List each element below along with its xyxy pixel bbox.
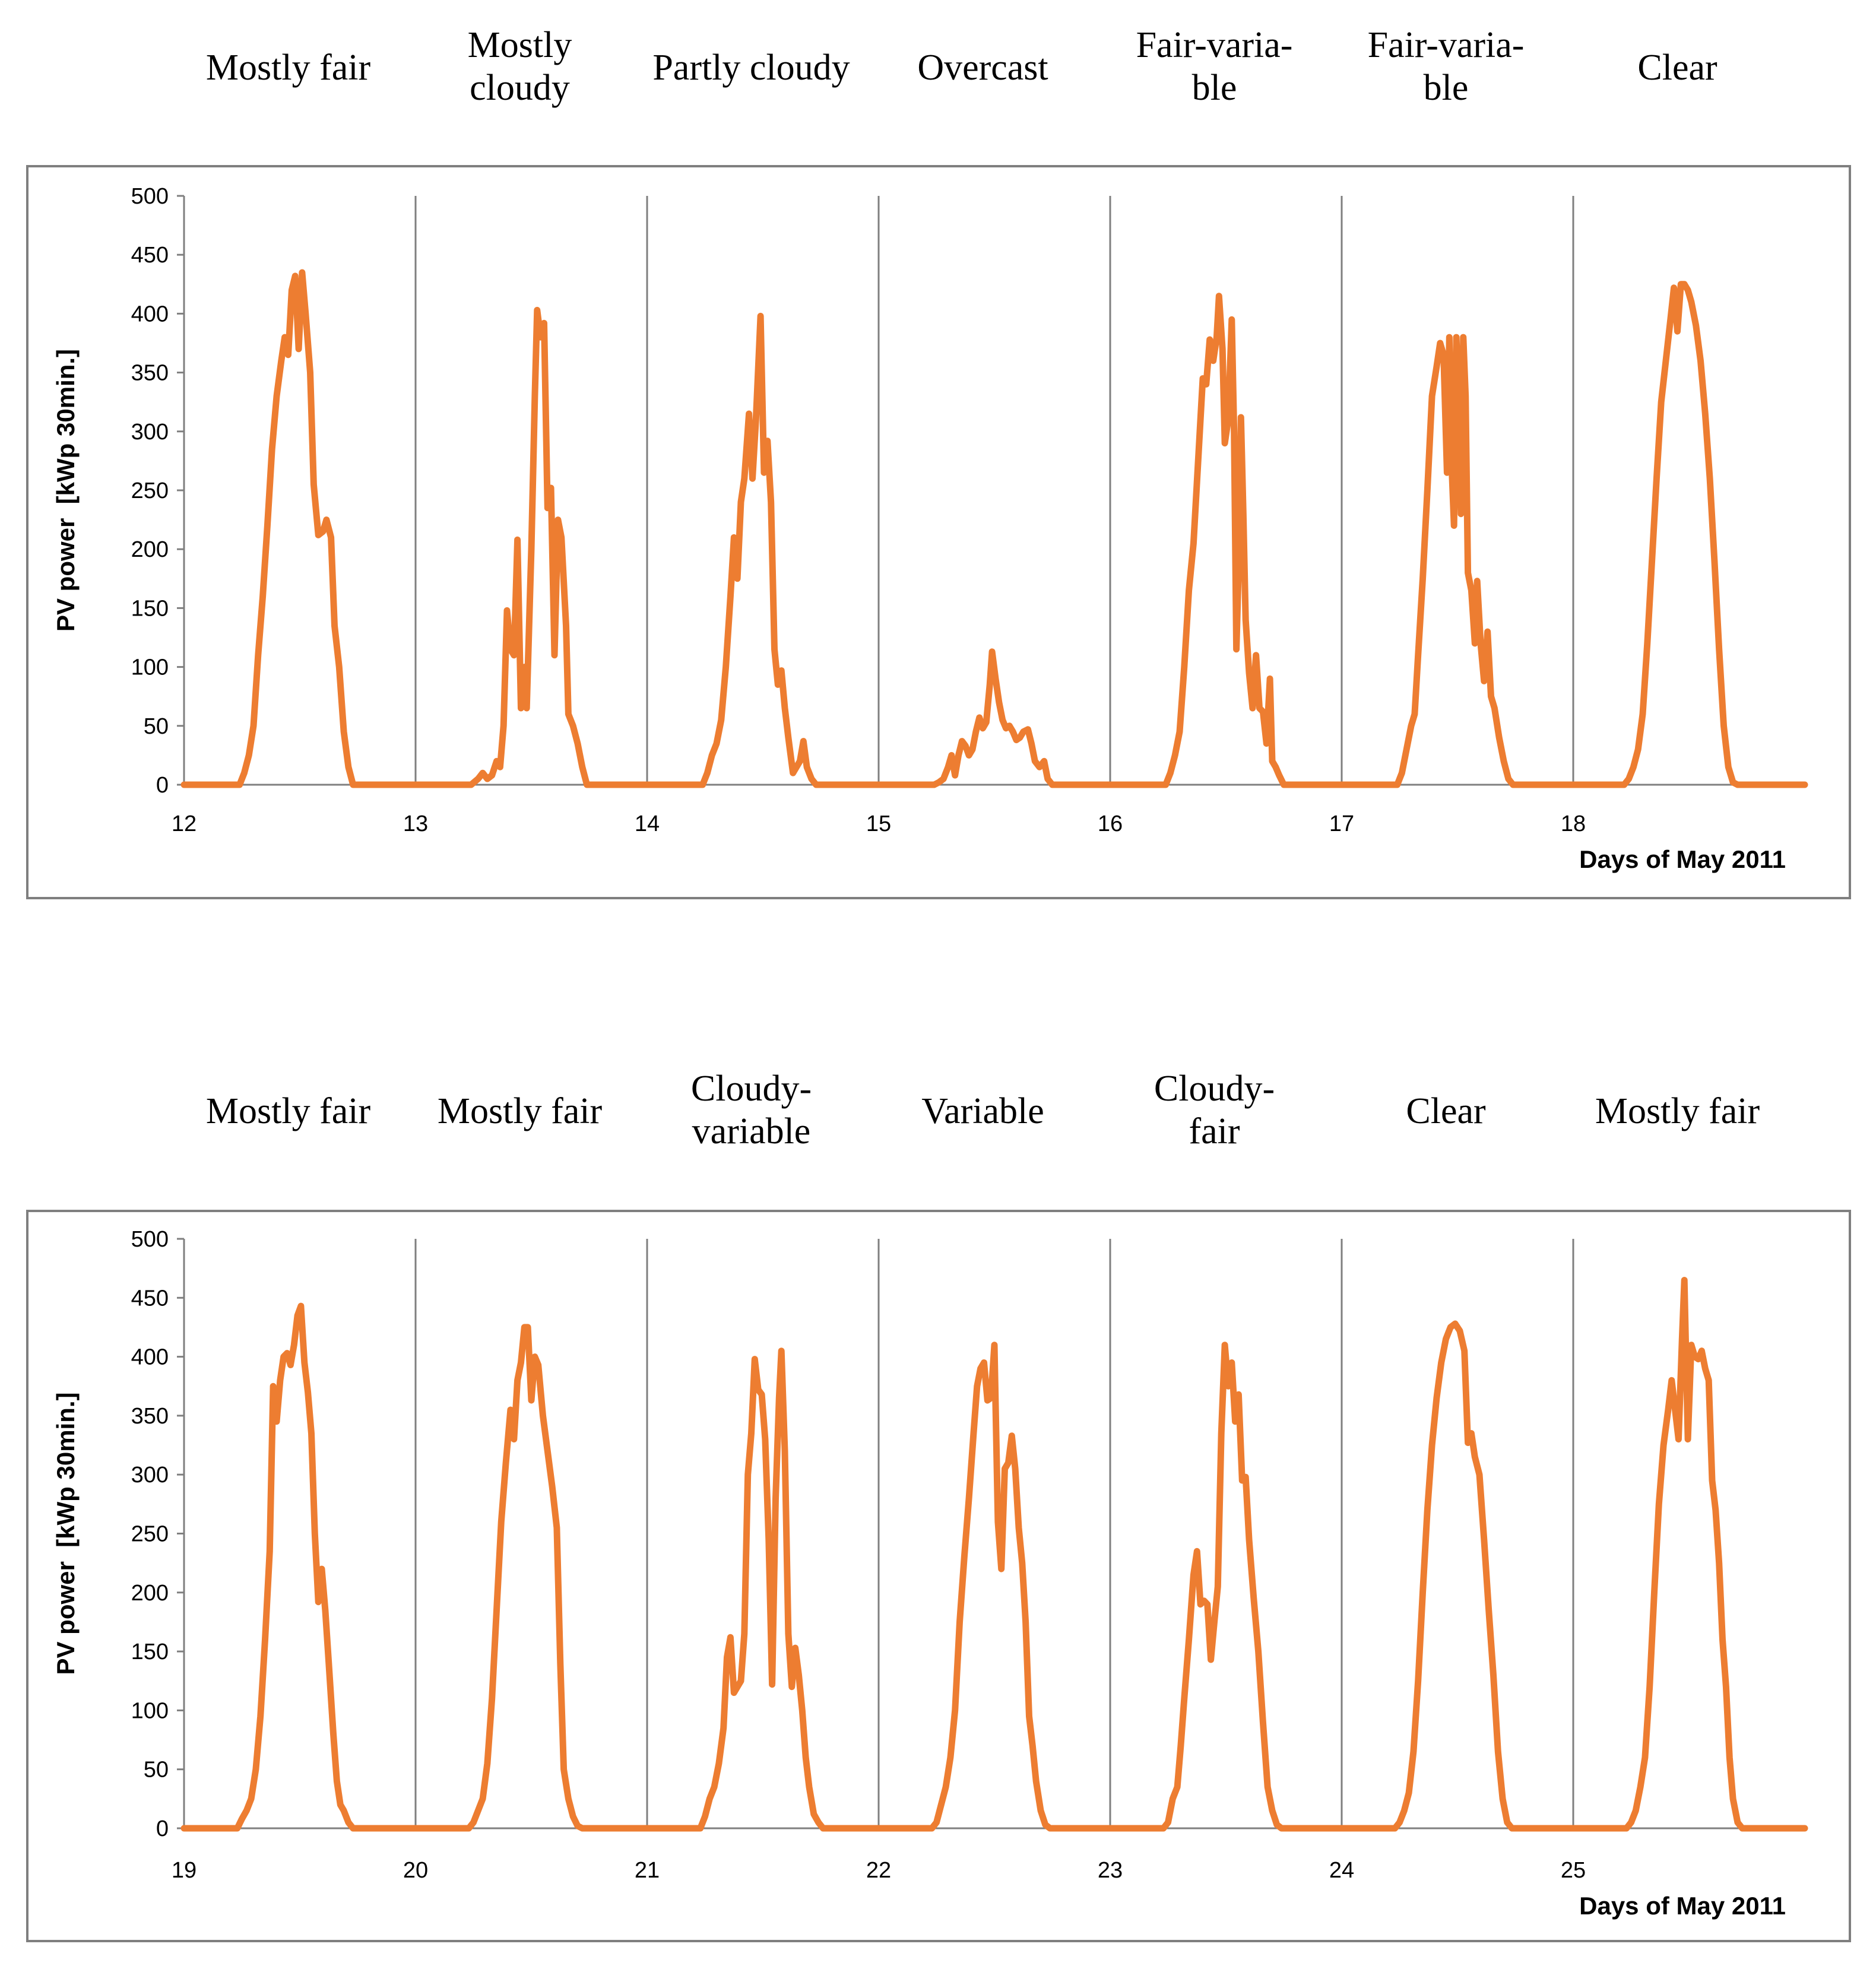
y-tick-label: 350	[131, 1404, 169, 1429]
x-tick-label: 20	[403, 1858, 428, 1883]
x-tick-label: 23	[1098, 1858, 1123, 1883]
weather-label: Mostly	[468, 25, 572, 65]
x-axis-label: Days of May 2011	[1579, 845, 1786, 873]
weather-label: Cloudy-	[1154, 1068, 1275, 1109]
x-tick-label: 22	[866, 1858, 891, 1883]
x-tick-label: 19	[172, 1858, 197, 1883]
x-tick-label: 17	[1329, 811, 1354, 836]
weather-label: Fair-varia-	[1368, 25, 1525, 65]
x-tick-label: 15	[866, 811, 891, 836]
pv-power-line-day-19	[180, 1302, 419, 1832]
y-axis-label: PV power [kWp 30min.]	[52, 349, 80, 632]
pv-power-line-day-25	[1570, 1277, 1808, 1832]
y-tick-label: 200	[131, 537, 169, 562]
weather-label: Mostly fair	[438, 1091, 603, 1131]
pv-power-line-day-23	[1107, 1342, 1345, 1832]
x-tick-label: 12	[172, 811, 197, 836]
y-tick-label: 300	[131, 420, 169, 445]
weather-label: ble	[1192, 68, 1237, 108]
y-tick-label: 500	[131, 184, 169, 209]
weather-label: cloudy	[470, 68, 570, 108]
weather-label: Fair-varia-	[1136, 25, 1293, 65]
y-tick-label: 300	[131, 1463, 169, 1488]
weather-label: ble	[1424, 68, 1469, 108]
x-tick-label: 24	[1329, 1858, 1354, 1883]
y-tick-label: 200	[131, 1581, 169, 1606]
weather-label: Mostly fair	[1595, 1091, 1760, 1131]
pv-power-line-day-16	[1107, 293, 1345, 788]
weather-label: Clear	[1406, 1091, 1486, 1131]
x-tick-label: 13	[403, 811, 428, 836]
y-tick-label: 50	[144, 714, 169, 739]
pv-power-line-day-13	[412, 306, 651, 788]
pv-power-line-day-20	[412, 1324, 651, 1832]
weather-label: variable	[692, 1111, 811, 1152]
pv-power-line-day-24	[1338, 1320, 1577, 1832]
weather-label: Mostly fair	[206, 47, 371, 88]
y-tick-label: 0	[156, 1816, 169, 1841]
y-tick-label: 150	[131, 596, 169, 621]
x-axis-label: Days of May 2011	[1579, 1892, 1786, 1920]
y-tick-label: 100	[131, 1698, 169, 1723]
y-tick-label: 400	[131, 302, 169, 326]
y-tick-label: 250	[131, 1522, 169, 1547]
pv-power-line-day-21	[644, 1347, 882, 1832]
x-tick-label: 14	[635, 811, 660, 836]
chart-1: 0 50 100 150 200 250 300 350 400 450 500 PV power […	[26, 25, 1851, 899]
y-tick-label: 450	[131, 1286, 169, 1311]
y-tick-label: 500	[131, 1227, 169, 1252]
y-tick-label: 0	[156, 773, 169, 798]
y-tick-label: 100	[131, 655, 169, 680]
y-axis-label: PV power [kWp 30min.]	[52, 1392, 80, 1675]
weather-label: fair	[1189, 1111, 1240, 1152]
weather-label: Mostly fair	[206, 1091, 371, 1131]
pv-power-line-day-17	[1338, 334, 1577, 788]
x-tick-label: 25	[1561, 1858, 1586, 1883]
y-tick-label: 250	[131, 478, 169, 503]
y-tick-label: 400	[131, 1345, 169, 1370]
pv-power-line-day-15	[875, 648, 1114, 788]
weather-label: Clear	[1637, 47, 1717, 88]
pv-power-line-day-18	[1570, 281, 1808, 788]
x-tick-label: 21	[635, 1858, 660, 1883]
pv-power-line-day-14	[644, 312, 882, 788]
weather-label: Partly cloudy	[652, 47, 850, 88]
weather-label: Cloudy-	[691, 1068, 812, 1109]
x-tick-label: 18	[1561, 811, 1586, 836]
weather-label: Overcast	[917, 47, 1048, 88]
y-tick-label: 450	[131, 243, 169, 268]
y-tick-label: 50	[144, 1758, 169, 1783]
weather-label: Variable	[921, 1091, 1044, 1131]
chart-2: 0 50 100 150 200 250 300 350 400 450 500 PV power […	[26, 1068, 1851, 1942]
y-tick-label: 350	[131, 361, 169, 386]
pv-power-line-day-12	[180, 269, 419, 788]
x-tick-label: 16	[1098, 811, 1123, 836]
pv-power-line-day-22	[875, 1342, 1114, 1832]
y-tick-label: 150	[131, 1640, 169, 1664]
